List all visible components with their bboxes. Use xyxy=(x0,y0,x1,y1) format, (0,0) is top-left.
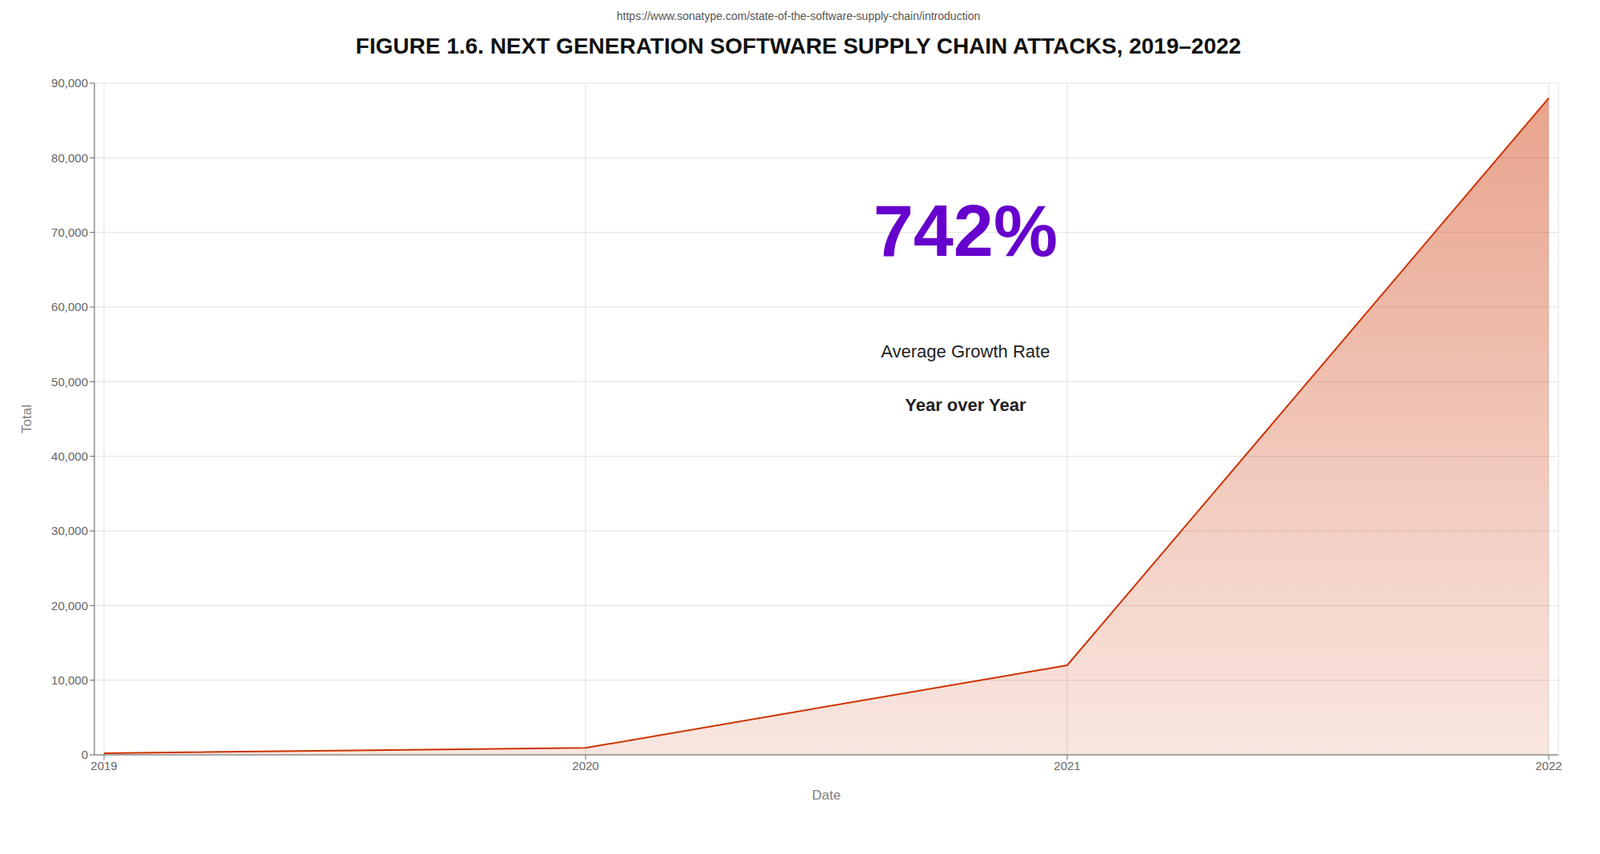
html-text:https://www.sonatype.com/state: https://www.sonatype.com/state-of-the-so… xyxy=(616,9,981,23)
svg-text:Date: Date xyxy=(812,788,841,804)
svg-text:70,000: 70,000 xyxy=(51,225,88,240)
html-text:FIGURE 1.6. NEXT GENERATION SO: FIGURE 1.6. NEXT GENERATION SOFTWARE SUP… xyxy=(355,33,1242,59)
html-text:Year over Year: Year over Year xyxy=(904,395,1026,416)
svg-text:0: 0 xyxy=(81,748,88,762)
svg-text:2022: 2022 xyxy=(1535,759,1562,773)
svg-text:10,000: 10,000 xyxy=(51,673,88,688)
html-text:742%: 742% xyxy=(873,191,1058,272)
svg-text:2021: 2021 xyxy=(1053,759,1080,773)
svg-text:20,000: 20,000 xyxy=(51,599,88,613)
svg-text:80,000: 80,000 xyxy=(51,151,88,165)
svg-text:40,000: 40,000 xyxy=(51,449,88,464)
svg-text:2019: 2019 xyxy=(90,759,117,773)
html-text:Average Growth Rate: Average Growth Rate xyxy=(881,341,1050,362)
svg-text:90,000: 90,000 xyxy=(51,76,88,90)
svg-text:2020: 2020 xyxy=(572,759,599,773)
svg-text:Total: Total xyxy=(19,404,35,434)
svg-text:30,000: 30,000 xyxy=(51,524,88,538)
svg-text:50,000: 50,000 xyxy=(51,375,88,389)
svg-text:60,000: 60,000 xyxy=(51,300,88,314)
